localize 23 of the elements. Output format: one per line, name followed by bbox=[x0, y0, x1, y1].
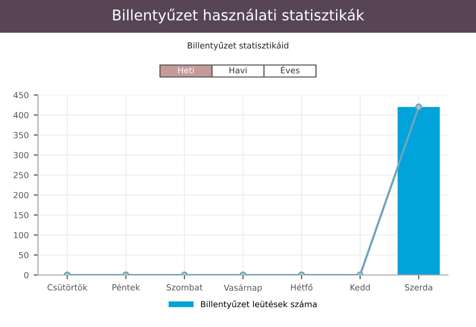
chart-subtitle: Billentyűzet statisztikáid bbox=[188, 42, 288, 50]
y-tick-label: 350 bbox=[14, 132, 28, 138]
y-tick-label: 50 bbox=[19, 252, 28, 258]
legend-label: Billentyűzet leütések száma bbox=[201, 300, 317, 309]
x-tick-label: Péntek bbox=[112, 284, 140, 290]
y-tick-label: 0 bbox=[24, 272, 28, 278]
y-tick-label: 300 bbox=[14, 152, 28, 158]
x-tick-label: Kedd bbox=[350, 284, 370, 290]
y-tick-label: 100 bbox=[14, 232, 28, 238]
text: Éves bbox=[280, 66, 300, 74]
x-tick-label: Csütörtök bbox=[48, 284, 88, 290]
x-tick-label: Szerda bbox=[405, 284, 432, 290]
y-tick-label: 450 bbox=[13, 92, 28, 98]
x-tick-label: Szombat bbox=[166, 284, 202, 290]
y-tick-label: 150 bbox=[14, 212, 28, 218]
x-tick-label: Hétfő bbox=[291, 284, 312, 290]
text: Heti bbox=[178, 66, 194, 74]
y-tick-label: 250 bbox=[14, 172, 28, 178]
y-tick-label: 200 bbox=[14, 192, 28, 198]
chart-title: Billentyűzet használati statisztikák bbox=[113, 8, 364, 24]
text: Havi bbox=[230, 66, 247, 74]
y-tick-label: 400 bbox=[13, 112, 28, 118]
x-tick-label: Vasárnap bbox=[224, 284, 262, 292]
